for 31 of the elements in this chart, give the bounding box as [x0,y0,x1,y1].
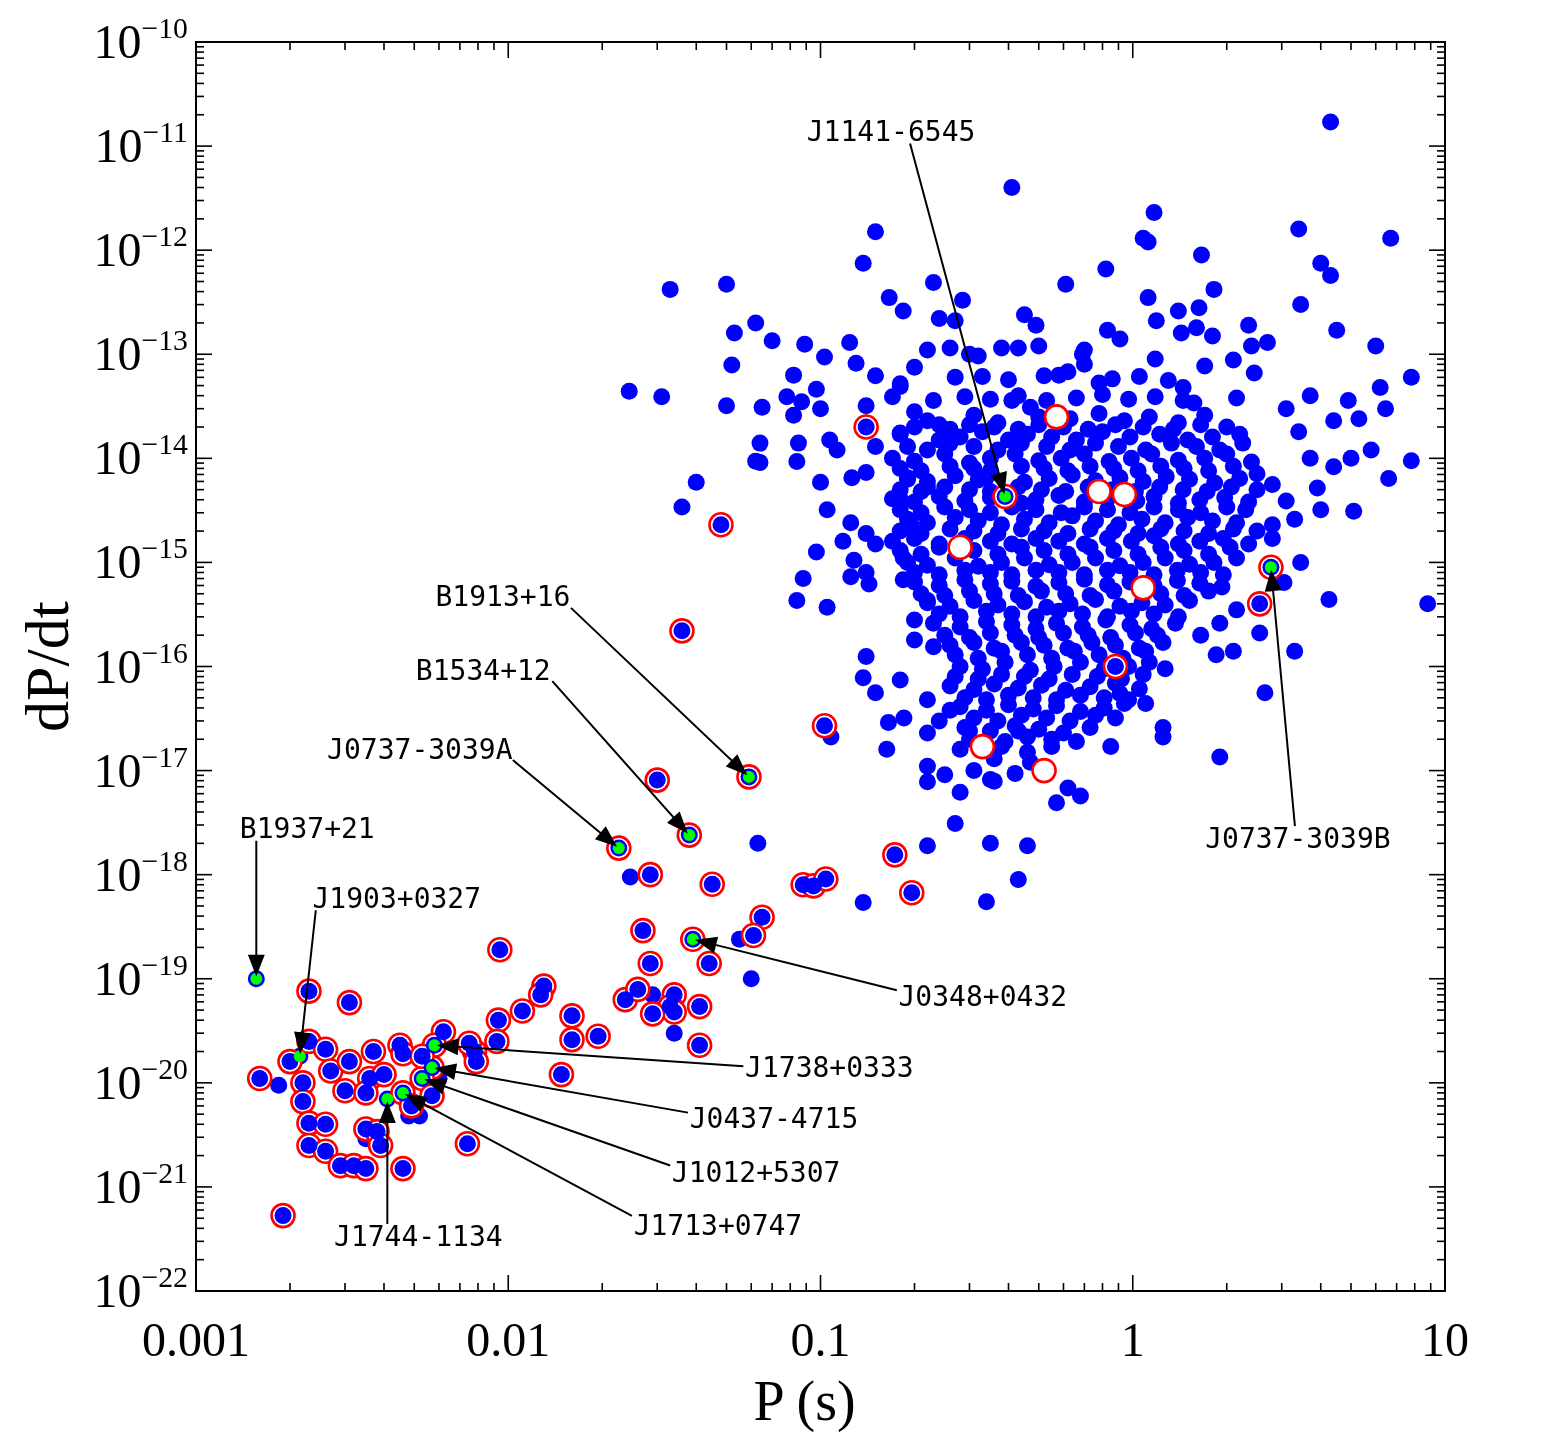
annotation: J1744-1134 [334,1219,503,1253]
annotation: J1738+0333 [745,1050,914,1084]
y-tick-label: 10$^{−20}$ [93,1051,188,1109]
y-tick-label: 10$^{−14}$ [93,427,189,485]
y-tick-label: 10$^{−16}$ [93,635,188,693]
annotation: J0737-3039B [1205,821,1391,855]
y-tick-label: 10$^{−12}$ [93,219,188,277]
annotation: J1141-6545 [806,114,976,148]
y-axis-title: dP/dt [13,601,81,732]
y-tick-label: 10$^{−17}$ [93,739,189,797]
annotation: J1903+0327 [312,881,482,915]
annotation: J1012+5307 [671,1155,841,1189]
y-tick-label: 10$^{−19}$ [93,947,188,1005]
y-tick-label: 10$^{−18}$ [93,843,188,901]
annotation: J1713+0747 [633,1208,803,1242]
annotation: B1534+12 [415,653,551,687]
x-tick-label: 0.1 [790,1313,851,1366]
annotation: J0348+0432 [898,979,1068,1013]
y-tick-label: 10$^{−13}$ [93,323,188,381]
y-tick-label: 10$^{−21}$ [93,1155,188,1213]
x-tick-label: 1 [1120,1313,1145,1366]
annotation: B1937+21 [239,811,375,845]
annotation: B1913+16 [435,579,571,613]
annotation: J0737-3039A [327,732,513,766]
annotation: J0437-4715 [689,1101,859,1135]
x-tick-label: 0.01 [466,1313,551,1366]
x-axis-title: P (s) [753,1370,856,1433]
x-tick-label: 10 [1421,1313,1469,1366]
y-tick-label: 10$^{−10}$ [93,10,188,68]
y-tick-label: 10$^{−11}$ [94,114,188,173]
y-tick-label: 10$^{−15}$ [93,531,188,589]
